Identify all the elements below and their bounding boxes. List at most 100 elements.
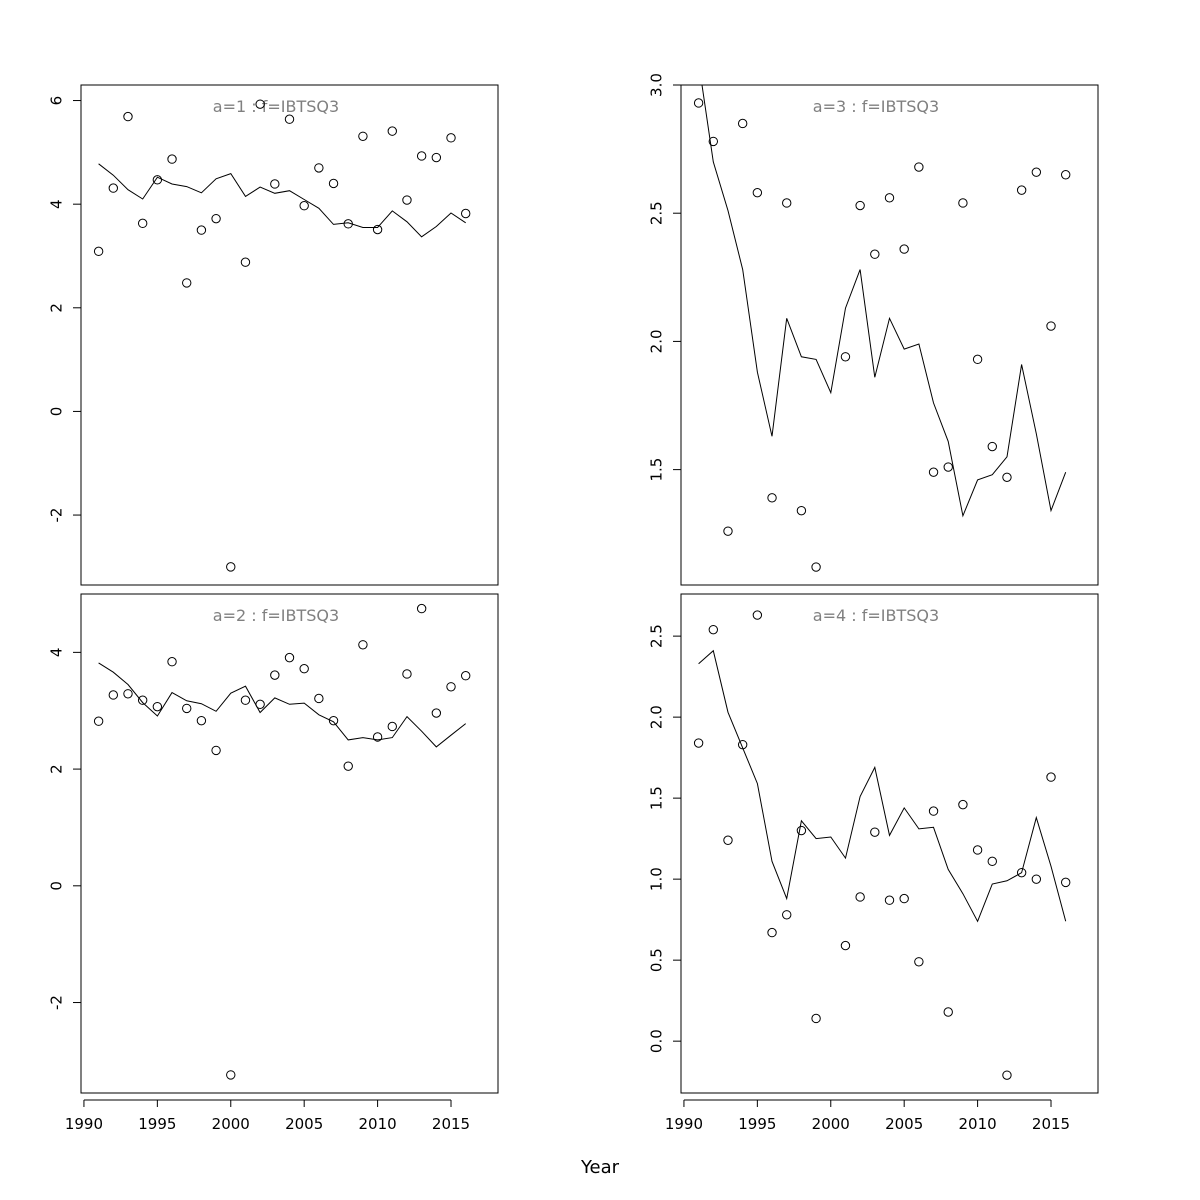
x-tick-label: 2000 <box>212 1115 250 1133</box>
data-point <box>972 354 983 365</box>
data-point <box>284 652 295 663</box>
data-point <box>152 175 163 185</box>
data-point <box>196 225 207 235</box>
y-tick-label: 0.5 <box>648 948 666 972</box>
data-point <box>240 695 251 705</box>
data-point <box>299 664 309 674</box>
data-point <box>1031 167 1042 177</box>
data-point <box>240 257 251 267</box>
data-point <box>387 126 397 136</box>
y-tick-label: 4 <box>48 648 66 658</box>
data-point <box>943 1007 953 1017</box>
data-point <box>167 657 177 667</box>
x-tick-label: 2005 <box>885 1115 923 1133</box>
data-point <box>416 151 427 161</box>
plot-area <box>693 610 1071 1080</box>
y-tick-label: 1.0 <box>648 867 666 891</box>
data-point <box>211 745 221 756</box>
data-point <box>899 244 909 254</box>
data-point <box>958 198 968 208</box>
fitted-line <box>98 662 467 748</box>
y-tick-label: 4 <box>48 199 66 209</box>
x-tick-label: 2015 <box>1032 1115 1070 1133</box>
data-point <box>152 701 163 712</box>
data-point <box>108 690 119 700</box>
data-point <box>928 806 939 816</box>
data-point <box>928 467 939 477</box>
data-point <box>211 213 221 224</box>
y-tick-label: 0.0 <box>648 1029 666 1053</box>
data-point <box>167 154 177 164</box>
data-point <box>884 193 895 203</box>
data-point <box>811 562 821 572</box>
data-point <box>811 1013 821 1024</box>
data-point <box>767 493 777 503</box>
data-point <box>137 218 148 229</box>
data-point <box>123 689 133 699</box>
data-point <box>314 163 324 173</box>
data-point <box>137 695 148 705</box>
x-tick-label: 2015 <box>432 1115 470 1133</box>
x-tick-label: 2010 <box>959 1115 997 1133</box>
data-point <box>358 131 368 141</box>
x-axis-title: Year <box>580 1157 620 1178</box>
data-point <box>972 845 983 855</box>
data-point <box>958 799 968 810</box>
data-point <box>870 827 880 837</box>
data-point <box>723 526 733 536</box>
data-point <box>446 133 456 143</box>
data-point <box>723 835 733 845</box>
data-point <box>899 893 909 904</box>
plot-frame <box>680 84 1099 586</box>
panel-1: -2 0 2 4 6 a=1 : f=IBTSQ3 <box>48 84 499 586</box>
x-tick-label: 1995 <box>138 1115 176 1133</box>
data-point <box>914 162 924 172</box>
data-point <box>387 721 397 732</box>
plot-frame <box>80 593 499 1094</box>
y-tick-label: 0 <box>48 881 66 891</box>
data-point <box>108 183 119 193</box>
plot-area <box>93 603 471 1080</box>
data-point <box>1060 170 1071 180</box>
chart-panels: -2 0 2 4 6 a=1 : f=IBTSQ3 1.5 2.0 2.5 3.0 a=3 : f=… <box>48 73 1099 1133</box>
data-point <box>460 671 471 681</box>
data-point <box>708 624 719 635</box>
data-point <box>416 603 427 614</box>
data-point <box>328 178 339 189</box>
data-point <box>93 716 104 726</box>
data-point <box>855 200 865 211</box>
y-tick-label: 6 <box>48 96 66 106</box>
plot-area <box>93 99 471 572</box>
data-point <box>1046 772 1056 782</box>
data-point <box>328 715 339 726</box>
data-point <box>693 738 704 748</box>
fitted-line <box>98 163 466 238</box>
y-tick-label: 2 <box>48 764 66 774</box>
data-point <box>372 224 383 235</box>
data-point <box>299 201 309 211</box>
y-tick-label: -2 <box>48 995 66 1010</box>
data-point <box>255 99 265 109</box>
data-point <box>708 136 719 147</box>
data-point <box>226 1070 236 1080</box>
y-tick-label: 2.5 <box>648 624 666 648</box>
plot-area <box>693 85 1071 572</box>
data-point <box>431 708 442 718</box>
data-point <box>372 732 383 742</box>
data-point <box>737 118 748 129</box>
x-tick-label: 1990 <box>665 1115 703 1133</box>
data-point <box>343 761 353 771</box>
y-tick-label: -2 <box>48 508 66 523</box>
data-point <box>1016 185 1027 195</box>
data-point <box>123 111 133 122</box>
panel-title: a=3 : f=IBTSQ3 <box>813 97 939 116</box>
x-tick-label: 1990 <box>65 1115 103 1133</box>
data-point <box>943 462 953 472</box>
data-point <box>1046 321 1056 331</box>
data-point <box>752 610 763 620</box>
y-tick-label: 1.5 <box>648 786 666 810</box>
fitted-line <box>701 85 1067 518</box>
data-point <box>284 114 295 124</box>
data-point <box>226 562 236 572</box>
